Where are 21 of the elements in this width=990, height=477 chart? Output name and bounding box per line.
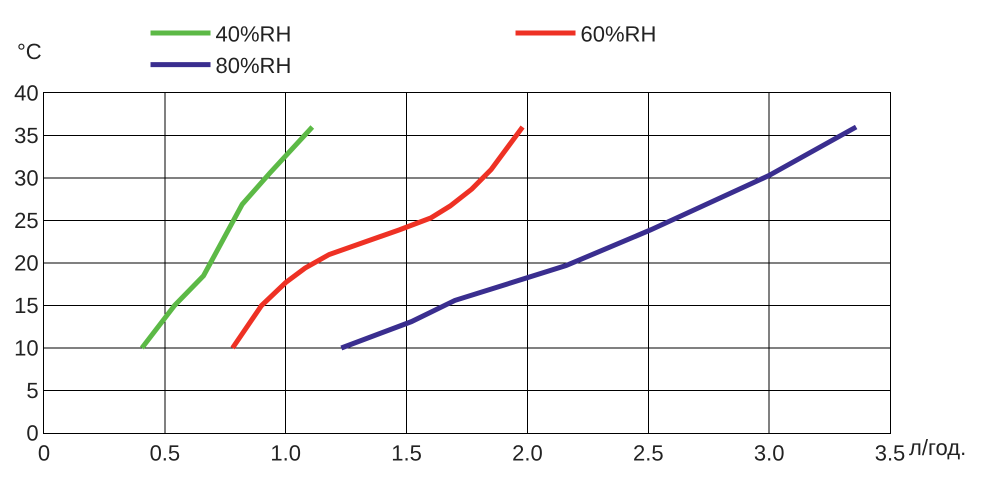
- x-tick-label: 3.0: [754, 440, 784, 466]
- y-tick-label: 20: [14, 250, 39, 276]
- x-tick-label: 1.5: [391, 440, 422, 466]
- legend-label: 60%RH: [580, 22, 656, 47]
- x-tick-label: 3.5: [874, 440, 906, 466]
- x-tick-label: 1.0: [270, 440, 302, 466]
- y-axis-title: °C: [17, 39, 42, 64]
- y-tick-label: 15: [14, 293, 39, 318]
- y-tick-label: 10: [14, 336, 39, 361]
- x-tick-label: 2.5: [632, 440, 664, 466]
- y-tick-label: 35: [14, 123, 39, 148]
- y-tick-label: 40: [14, 80, 39, 106]
- x-tick-label: 0.5: [150, 440, 180, 466]
- y-tick-label: 0: [26, 420, 39, 446]
- y-tick-label: 5: [26, 378, 39, 404]
- x-axis-title: л/год.: [909, 435, 966, 460]
- legend-label: 40%RH: [216, 22, 292, 47]
- y-tick-label: 30: [14, 166, 39, 191]
- y-tick-label: 25: [14, 208, 39, 234]
- legend-label: 80%RH: [216, 53, 292, 78]
- x-tick-label: 2.0: [512, 440, 543, 466]
